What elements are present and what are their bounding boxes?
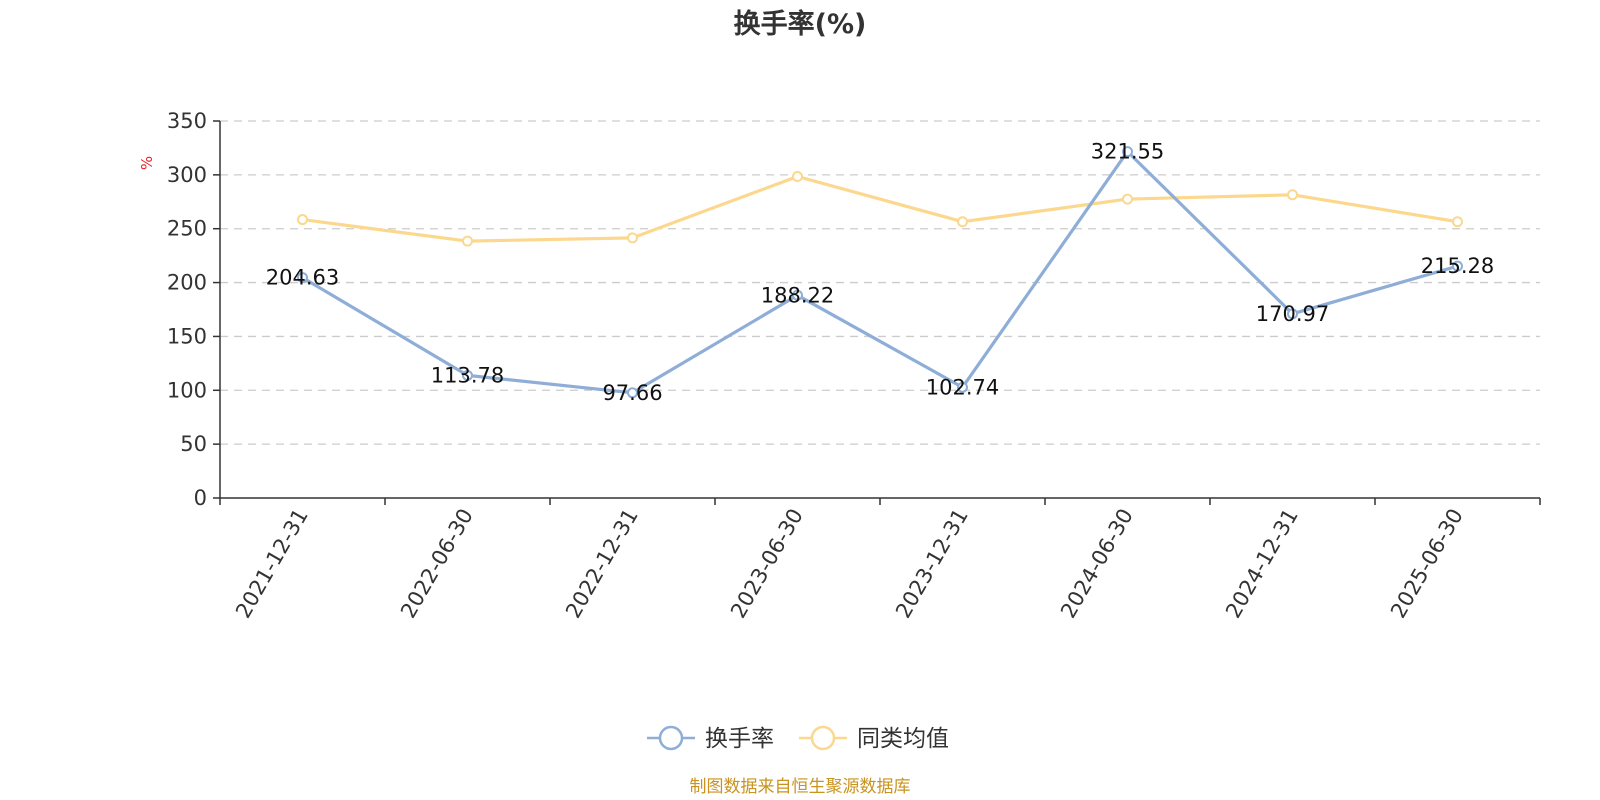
x-tick-label: 2021-12-31	[231, 505, 313, 623]
x-tick-label: 2022-12-31	[561, 505, 643, 623]
grid-lines	[220, 120, 1540, 445]
y-tick-label: 50	[180, 432, 207, 456]
data-point	[462, 235, 473, 247]
data-point	[297, 272, 308, 284]
data-point	[1452, 216, 1463, 228]
data-point	[627, 232, 638, 244]
legend-label: 同类均值	[857, 726, 949, 752]
series-line	[300, 150, 1460, 395]
axes	[219, 121, 1540, 499]
x-tick-label: 2023-12-31	[891, 505, 973, 623]
x-tick-label: 2024-12-31	[1221, 505, 1303, 623]
data-point	[792, 170, 803, 182]
data-point	[1122, 146, 1133, 158]
x-tick-label: 2023-06-30	[726, 505, 808, 623]
x-tick-label: 2024-06-30	[1056, 505, 1138, 623]
x-axis-ticks: 2021-12-31 2022-06-30 2022-12-31 2023-06-30…	[219, 498, 1541, 623]
data-point	[1287, 189, 1298, 201]
data-point	[957, 381, 968, 393]
y-tick-label: 100	[167, 378, 207, 402]
legend[interactable]: 换手率 同类均值	[647, 725, 949, 752]
data-point	[1452, 260, 1463, 272]
data-labels: 204.63 113.78 97.66 188.22 102.74 321.55 170.9…	[266, 140, 1494, 405]
y-tick-label: 250	[167, 217, 207, 241]
data-point	[297, 214, 308, 226]
data-label: 113.78	[431, 363, 504, 387]
y-tick-label: 150	[167, 324, 207, 348]
legend-marker-icon	[810, 725, 836, 751]
data-source-note: 制图数据来自恒生聚源数据库	[690, 777, 911, 797]
data-point	[627, 387, 638, 399]
data-point	[1287, 308, 1298, 320]
y-axis-ticks: 0 50 100 150 200 250 300 350	[167, 109, 220, 510]
data-label: 188.22	[761, 283, 834, 307]
legend-item[interactable]: 同类均值	[799, 725, 949, 752]
data-point	[792, 289, 803, 301]
series-lines	[297, 146, 1463, 399]
data-label: 215.28	[1421, 254, 1494, 278]
x-tick-label: 2022-06-30	[396, 505, 478, 623]
data-point	[957, 216, 968, 228]
data-point	[1122, 193, 1133, 205]
data-point	[462, 369, 473, 381]
data-label: 102.74	[926, 375, 999, 399]
legend-marker-icon	[658, 725, 684, 751]
data-label: 97.66	[602, 381, 662, 405]
y-tick-label: 200	[167, 271, 207, 295]
x-tick-label: 2025-06-30	[1386, 505, 1468, 623]
y-tick-label: 0	[194, 486, 207, 510]
data-label: 321.55	[1091, 140, 1164, 164]
legend-item[interactable]: 换手率	[647, 725, 774, 752]
series-line	[300, 174, 1460, 243]
y-tick-label: 350	[167, 109, 207, 133]
data-label: 204.63	[266, 266, 339, 290]
y-tick-label: 300	[167, 163, 207, 187]
y-axis-unit-label: %	[138, 156, 156, 170]
data-label: 170.97	[1256, 302, 1329, 326]
legend-label: 换手率	[705, 726, 774, 752]
chart-title: 换手率(%)	[734, 8, 867, 40]
